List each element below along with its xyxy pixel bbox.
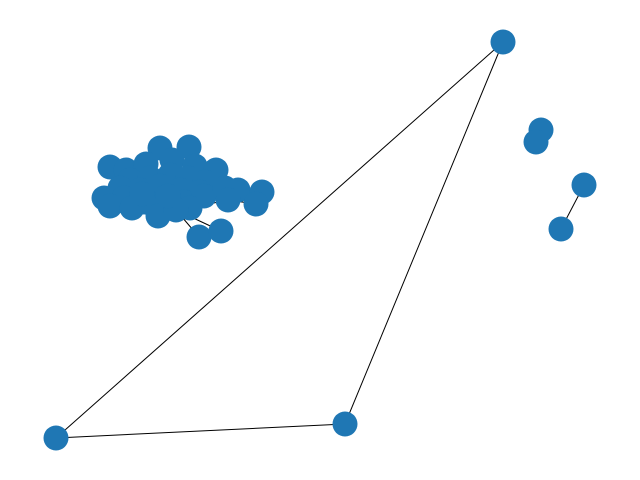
graph-node [548,216,574,242]
graph-node [97,193,123,219]
graph-node [243,191,269,217]
graph-edge [55,423,346,439]
graph-node [186,224,212,250]
graph-node [571,172,597,198]
graph-node [129,181,155,207]
graph-node [43,425,69,451]
edges-layer [55,41,585,439]
graph-node [332,411,358,437]
graph-edge [344,41,504,425]
graph-node [215,187,241,213]
graph-edge [55,41,504,439]
graph-node [208,218,234,244]
graph-node [155,183,181,209]
nodes-layer [43,29,597,451]
graph-node [523,129,549,155]
graph-node [490,29,516,55]
graph-node [176,134,202,160]
